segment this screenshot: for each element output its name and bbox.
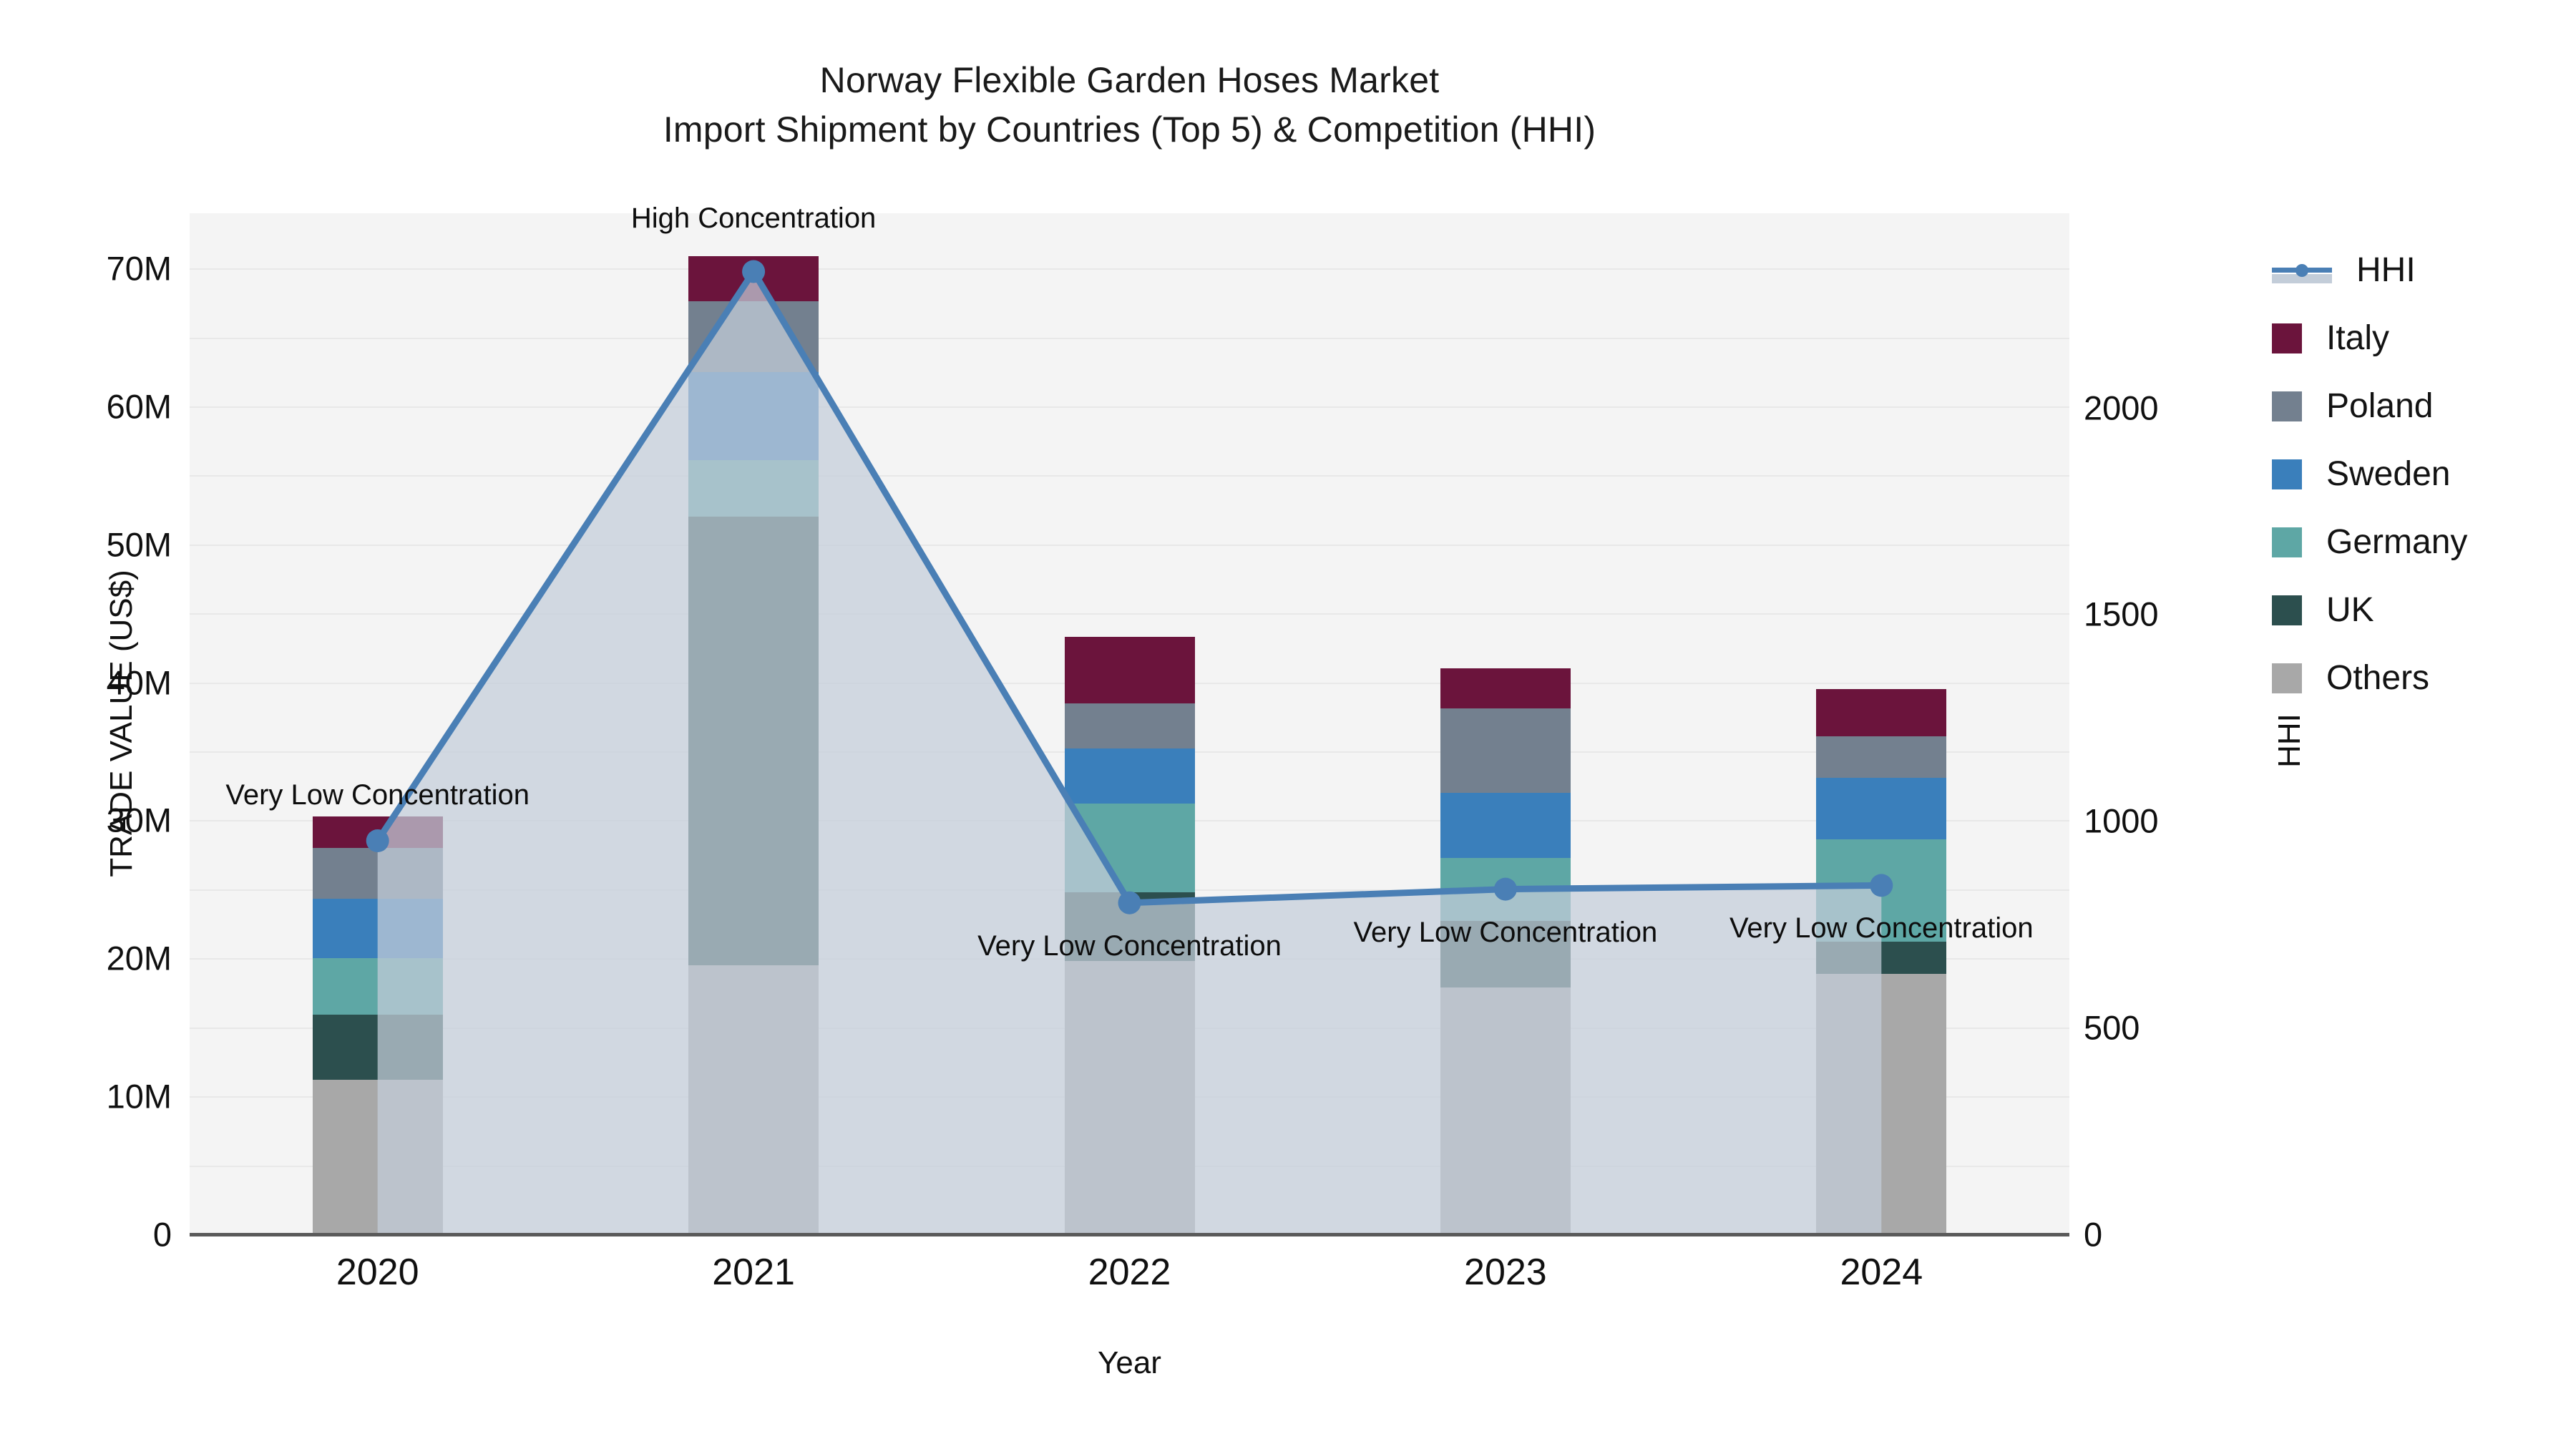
legend-swatch-icon: [2272, 595, 2302, 625]
y-tick-left: 20M: [106, 939, 172, 977]
legend-item-uk[interactable]: UK: [2272, 576, 2572, 644]
hhi-marker[interactable]: [1870, 874, 1893, 897]
x-tick-2022: 2022: [1088, 1252, 1171, 1293]
gridline: [190, 268, 2069, 270]
x-tick-2024: 2024: [1840, 1252, 1923, 1293]
y-tick-right: 1000: [2084, 801, 2159, 840]
title-line-1: Norway Flexible Garden Hoses Market: [819, 60, 1440, 100]
legend-label: Sweden: [2326, 455, 2451, 493]
gridline: [190, 337, 2069, 339]
legend: HHI Italy Poland Sweden Germany UK Others: [2272, 236, 2572, 712]
plot-area: [190, 213, 2069, 1236]
legend-line-icon: [2272, 255, 2332, 286]
hhi-markers: [366, 260, 1893, 914]
x-axis-baseline: [190, 1233, 2069, 1236]
hhi-marker[interactable]: [1493, 877, 1517, 901]
annotation-2020: Very Low Concentration: [225, 779, 530, 811]
bar-segment-poland[interactable]: [1440, 708, 1571, 793]
legend-label: HHI: [2356, 251, 2416, 289]
legend-swatch-icon: [2272, 323, 2302, 353]
legend-swatch-icon: [2272, 459, 2302, 489]
hhi-marker[interactable]: [1118, 891, 1141, 914]
y-tick-right: 0: [2084, 1215, 2103, 1254]
y-tick-left: 70M: [106, 249, 172, 288]
x-tick-2023: 2023: [1464, 1252, 1547, 1293]
y-tick-right: 500: [2084, 1008, 2140, 1047]
y-tick-left: 0: [152, 1215, 172, 1254]
legend-item-hhi[interactable]: HHI: [2272, 236, 2572, 304]
bar-segment-italy[interactable]: [1440, 668, 1571, 709]
annotation-2021: High Concentration: [630, 203, 877, 235]
y-tick-left: 60M: [106, 387, 172, 426]
y-tick-left: 10M: [106, 1077, 172, 1116]
legend-label: Poland: [2326, 387, 2434, 425]
hhi-marker[interactable]: [366, 829, 389, 852]
legend-item-sweden[interactable]: Sweden: [2272, 440, 2572, 508]
y-tick-right: 2000: [2084, 389, 2159, 427]
y-tick-left: 30M: [106, 801, 172, 839]
y-axis-left-title: TRADE VALUE (US$): [104, 570, 139, 877]
legend-label: UK: [2326, 591, 2374, 629]
y-tick-left: 40M: [106, 663, 172, 702]
gridline: [190, 544, 2069, 546]
hhi-marker[interactable]: [742, 260, 766, 283]
hhi-series: [366, 260, 1893, 1234]
y-tick-left: 50M: [106, 525, 172, 564]
legend-label: Others: [2326, 659, 2430, 697]
legend-swatch-icon: [2272, 391, 2302, 421]
annotation-2022: Very Low Concentration: [977, 930, 1282, 962]
bar-segment-poland[interactable]: [1064, 703, 1195, 749]
annotation-2023: Very Low Concentration: [1353, 916, 1658, 948]
bar-segment-sweden[interactable]: [1816, 777, 1947, 840]
title-line-2: Import Shipment by Countries (Top 5) & C…: [663, 109, 1596, 150]
bar-segment-italy[interactable]: [1816, 689, 1947, 736]
legend-swatch-icon: [2272, 663, 2302, 693]
x-axis-title: Year: [1098, 1345, 1161, 1380]
bar-segment-sweden[interactable]: [1440, 792, 1571, 858]
gridline: [190, 475, 2069, 477]
y-tick-right: 1500: [2084, 595, 2159, 633]
x-tick-2021: 2021: [712, 1252, 795, 1293]
bar-segment-sweden[interactable]: [1064, 748, 1195, 804]
gridline: [190, 406, 2069, 408]
chart-title: Norway Flexible Garden Hoses Market Impo…: [190, 56, 2069, 155]
x-tick-2020: 2020: [336, 1252, 419, 1293]
bar-segment-poland[interactable]: [1816, 736, 1947, 778]
legend-label: Germany: [2326, 523, 2468, 561]
legend-swatch-icon: [2272, 527, 2302, 557]
legend-item-poland[interactable]: Poland: [2272, 372, 2572, 440]
legend-label: Italy: [2326, 319, 2390, 357]
hhi-area-fill: [377, 271, 1882, 1234]
legend-item-others[interactable]: Others: [2272, 644, 2572, 712]
legend-item-germany[interactable]: Germany: [2272, 508, 2572, 576]
bar-segment-italy[interactable]: [1064, 637, 1195, 703]
gridline: [190, 613, 2069, 615]
legend-item-italy[interactable]: Italy: [2272, 304, 2572, 372]
annotation-2024: Very Low Concentration: [1729, 912, 2034, 945]
